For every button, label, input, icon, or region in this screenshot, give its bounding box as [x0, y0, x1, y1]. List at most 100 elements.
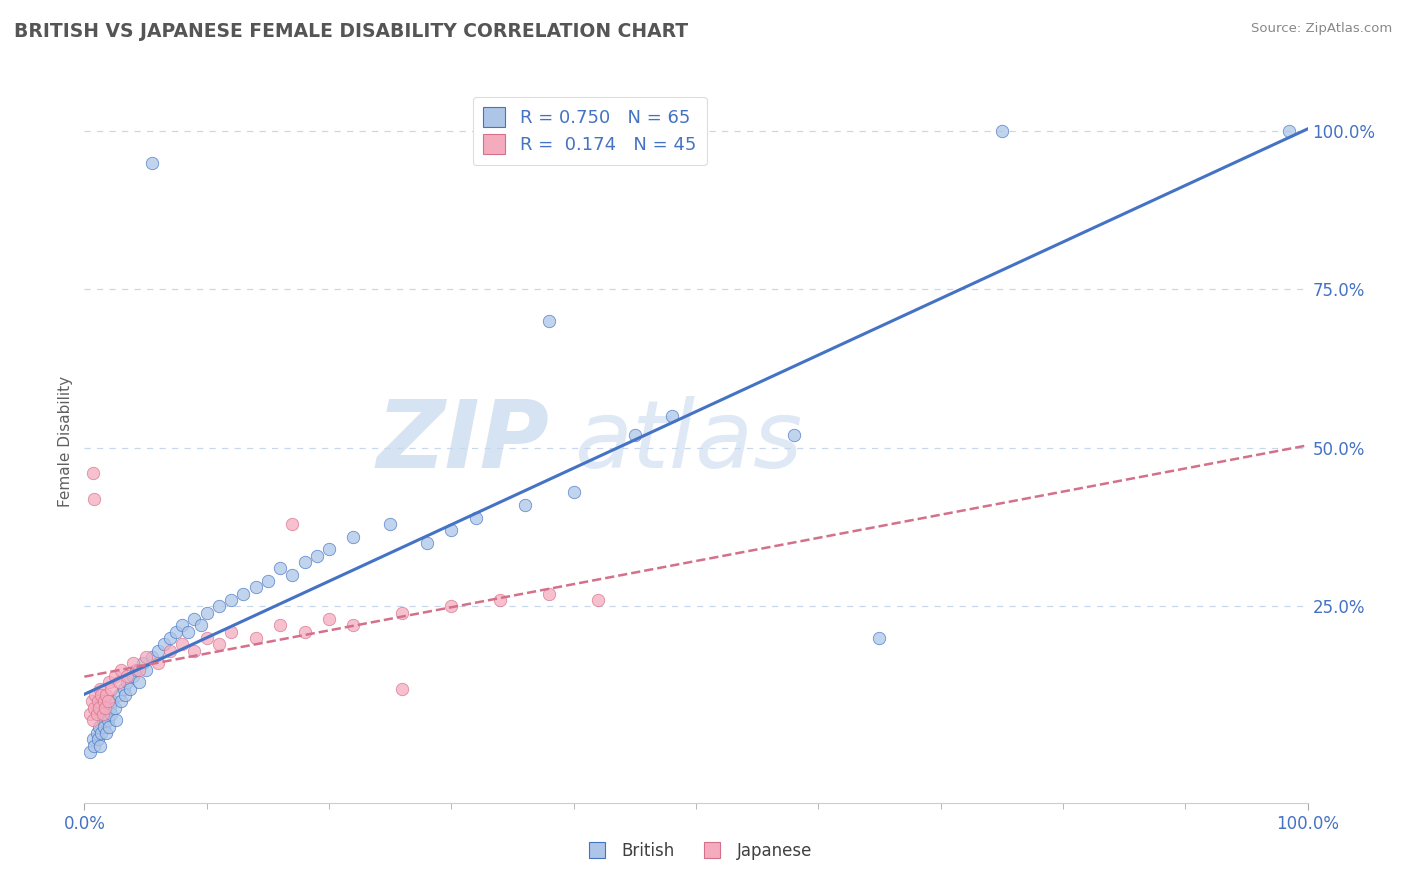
- Point: [219, 593, 242, 607]
- Point: [135, 663, 157, 677]
- Point: [87, 720, 110, 734]
- Point: [159, 631, 181, 645]
- Point: [190, 618, 212, 632]
- Point: [281, 567, 304, 582]
- Point: [416, 536, 439, 550]
- Point: [86, 707, 108, 722]
- Point: [93, 720, 115, 734]
- Point: [257, 574, 280, 588]
- Point: [342, 530, 364, 544]
- Point: [122, 657, 145, 671]
- Point: [93, 694, 115, 708]
- Text: ZIP: ZIP: [377, 395, 550, 488]
- Point: [1278, 124, 1301, 138]
- Point: [87, 694, 110, 708]
- Point: [110, 663, 132, 677]
- Point: [96, 726, 118, 740]
- Text: atlas: atlas: [574, 396, 801, 487]
- Point: [195, 606, 218, 620]
- Point: [342, 618, 364, 632]
- Point: [538, 314, 561, 328]
- Point: [94, 707, 117, 722]
- Point: [79, 707, 101, 722]
- Point: [84, 688, 107, 702]
- Point: [82, 732, 104, 747]
- Point: [101, 694, 124, 708]
- Point: [195, 631, 218, 645]
- Point: [135, 650, 157, 665]
- Point: [89, 681, 111, 696]
- Point: [489, 593, 512, 607]
- Point: [513, 498, 536, 512]
- Point: [107, 675, 129, 690]
- Point: [146, 657, 169, 671]
- Point: [83, 739, 105, 753]
- Point: [208, 599, 231, 614]
- Point: [294, 555, 316, 569]
- Point: [90, 688, 112, 702]
- Point: [219, 624, 242, 639]
- Point: [94, 700, 117, 714]
- Point: [281, 516, 304, 531]
- Point: [183, 612, 205, 626]
- Point: [91, 714, 114, 728]
- Y-axis label: Female Disability: Female Disability: [58, 376, 73, 508]
- Point: [83, 700, 105, 714]
- Point: [146, 643, 169, 657]
- Point: [269, 561, 291, 575]
- Point: [115, 669, 138, 683]
- Point: [122, 669, 145, 683]
- Point: [586, 593, 609, 607]
- Point: [80, 694, 103, 708]
- Point: [245, 631, 267, 645]
- Point: [305, 549, 328, 563]
- Point: [661, 409, 683, 424]
- Point: [115, 675, 138, 690]
- Point: [107, 688, 129, 702]
- Point: [97, 694, 120, 708]
- Point: [869, 631, 891, 645]
- Point: [104, 700, 127, 714]
- Point: [100, 681, 122, 696]
- Point: [991, 124, 1014, 138]
- Point: [91, 707, 114, 722]
- Point: [783, 428, 806, 442]
- Point: [79, 745, 101, 759]
- Point: [391, 681, 413, 696]
- Point: [538, 587, 561, 601]
- Point: [105, 714, 128, 728]
- Point: [97, 720, 120, 734]
- Point: [132, 657, 155, 671]
- Point: [269, 618, 291, 632]
- Point: [82, 714, 104, 728]
- Point: [125, 663, 148, 677]
- Point: [104, 669, 127, 683]
- Point: [183, 643, 205, 657]
- Point: [128, 663, 150, 677]
- Point: [177, 624, 200, 639]
- Point: [87, 732, 110, 747]
- Point: [440, 523, 463, 537]
- Point: [100, 707, 122, 722]
- Point: [90, 726, 112, 740]
- Point: [96, 688, 118, 702]
- Point: [159, 643, 181, 657]
- Point: [380, 516, 402, 531]
- Point: [97, 675, 120, 690]
- Point: [118, 681, 141, 696]
- Point: [141, 650, 163, 665]
- Point: [89, 739, 111, 753]
- Point: [318, 612, 340, 626]
- Text: BRITISH VS JAPANESE FEMALE DISABILITY CORRELATION CHART: BRITISH VS JAPANESE FEMALE DISABILITY CO…: [14, 22, 688, 41]
- Point: [98, 700, 121, 714]
- Point: [391, 606, 413, 620]
- Point: [172, 637, 194, 651]
- Point: [83, 491, 105, 506]
- Point: [114, 688, 136, 702]
- Point: [110, 694, 132, 708]
- Point: [172, 618, 194, 632]
- Point: [208, 637, 231, 651]
- Point: [112, 681, 135, 696]
- Point: [97, 714, 120, 728]
- Point: [624, 428, 647, 442]
